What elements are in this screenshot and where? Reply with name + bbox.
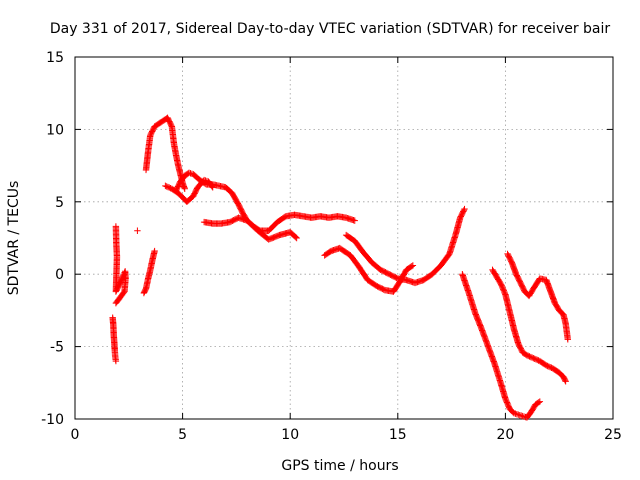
y-axis-label: SDTVAR / TECUs — [6, 181, 22, 296]
data-point — [113, 298, 120, 306]
data-point — [293, 234, 300, 242]
data-point — [112, 357, 120, 365]
data-point — [151, 247, 158, 255]
x-tick-label: 20 — [496, 427, 514, 443]
data-point — [564, 336, 572, 343]
x-axis-label: GPS time / hours — [281, 458, 398, 474]
data-point — [408, 263, 415, 270]
data-point — [460, 207, 468, 214]
y-tick-label: 0 — [55, 267, 64, 283]
x-tick-label: 0 — [71, 427, 80, 443]
y-tick-label: 15 — [46, 50, 64, 66]
data-point — [536, 398, 544, 405]
data-point — [181, 185, 188, 192]
x-tick-label: 25 — [604, 427, 622, 443]
data-point — [561, 377, 569, 384]
axis-ticks: 0 5 10 15 20 25 -10 -5 0 5 10 15 — [41, 50, 622, 443]
data-point — [112, 299, 120, 307]
data-point — [562, 378, 569, 385]
y-tick-label: -5 — [50, 340, 64, 356]
grid — [75, 57, 613, 419]
x-tick-label: 10 — [281, 427, 299, 443]
data-point — [134, 227, 141, 234]
x-tick-label: 5 — [178, 427, 187, 443]
data-points — [109, 114, 572, 421]
y-tick-label: -10 — [41, 412, 64, 428]
y-tick-label: 10 — [46, 122, 64, 138]
data-point — [292, 233, 299, 241]
chart-title: Day 331 of 2017, Sidereal Day-to-day VTE… — [50, 21, 611, 37]
data-point — [535, 399, 542, 406]
data-point — [351, 217, 358, 224]
plot-frame — [74, 56, 614, 420]
data-point — [409, 262, 417, 269]
y-tick-label: 5 — [55, 195, 64, 211]
data-point — [461, 205, 468, 213]
x-tick-label: 15 — [389, 427, 407, 443]
